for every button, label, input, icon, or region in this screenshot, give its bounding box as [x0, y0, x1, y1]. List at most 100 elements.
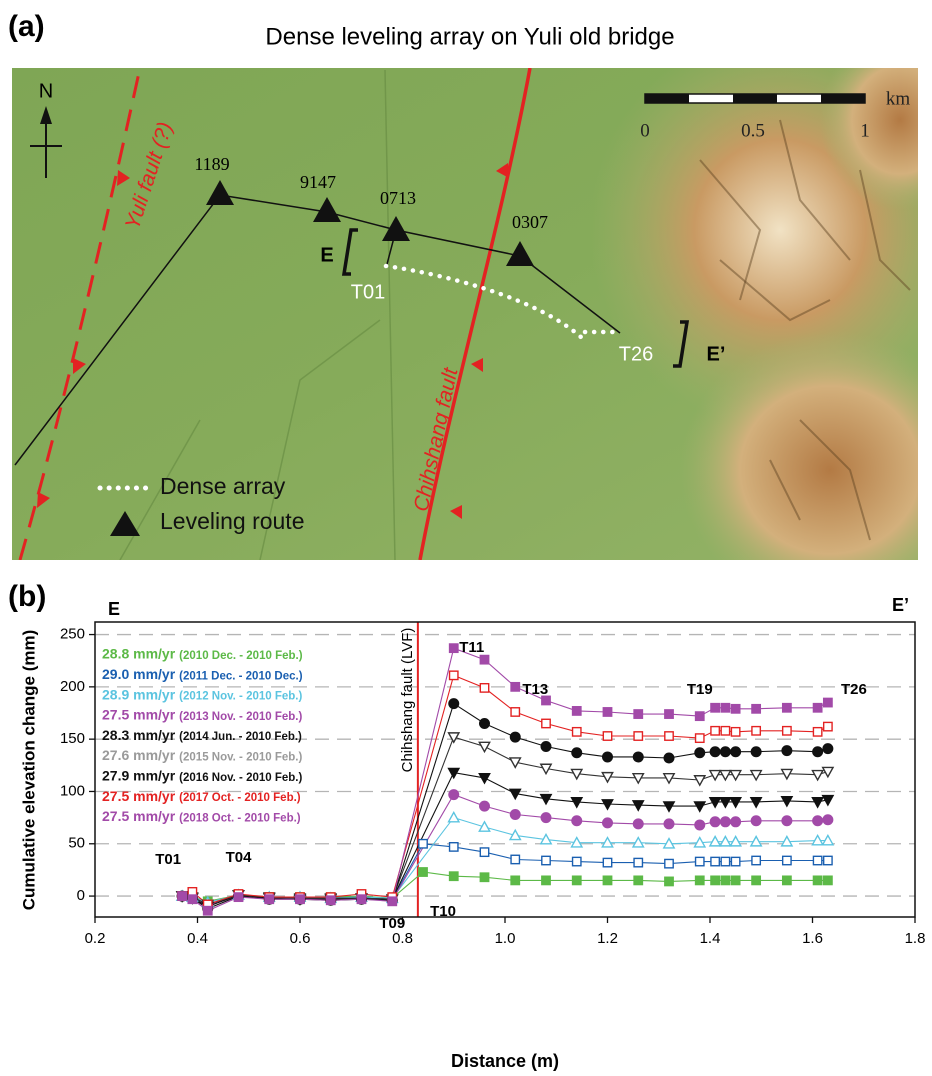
- station-label: 1189: [194, 154, 229, 174]
- data-point: [479, 822, 489, 831]
- legend-rate: 28.8 mm/yr: [102, 646, 176, 662]
- data-point: [511, 708, 519, 716]
- data-point: [572, 816, 582, 826]
- plot: 0501001502002500.20.40.60.81.01.21.41.61…: [60, 622, 925, 947]
- legend-rate: 27.6 mm/yr: [102, 747, 176, 763]
- data-point: [449, 790, 459, 800]
- data-point: [542, 719, 550, 727]
- station-label: 9147: [300, 172, 336, 192]
- data-point: [480, 848, 488, 856]
- data-point: [711, 857, 719, 865]
- data-point: [542, 876, 550, 884]
- x-tick-label: 1.0: [495, 930, 516, 947]
- north-label: N: [39, 80, 53, 102]
- station-label: T01: [155, 851, 181, 868]
- y-axis-label: Cumulative elevation change (mm): [19, 630, 38, 911]
- data-point: [634, 858, 642, 866]
- y-tick-label: 150: [60, 730, 85, 747]
- y-tick-label: 0: [77, 887, 85, 904]
- data-point: [450, 671, 458, 679]
- scale-label: 0.5: [741, 120, 765, 141]
- data-point: [541, 813, 551, 823]
- data-point: [813, 704, 821, 712]
- data-point: [752, 705, 760, 713]
- profile-label: E: [320, 244, 333, 266]
- data-point: [603, 818, 613, 828]
- data-point: [572, 748, 582, 758]
- data-point: [710, 747, 720, 757]
- legend-text: Leveling route: [160, 508, 305, 534]
- data-point: [824, 722, 832, 730]
- data-point: [695, 748, 705, 758]
- data-point: [751, 816, 761, 826]
- data-point: [511, 876, 519, 884]
- data-point: [450, 872, 458, 880]
- data-point: [752, 727, 760, 735]
- data-point: [721, 727, 729, 735]
- data-point: [752, 856, 760, 864]
- data-point: [388, 897, 396, 905]
- legend-period: (2013 Nov. - 2010 Feb.): [179, 711, 302, 723]
- y-tick-label: 200: [60, 678, 85, 695]
- data-point: [813, 747, 823, 757]
- station-label: 0713: [380, 188, 416, 208]
- figure: (a) Dense leveling array on Yuli old bri…: [0, 0, 932, 1076]
- data-point: [634, 710, 642, 718]
- data-point: [812, 771, 822, 780]
- data-point: [603, 858, 611, 866]
- data-point: [450, 644, 458, 652]
- data-point: [710, 817, 720, 827]
- legend-period: (2011 Dec. - 2010 Dec.): [179, 670, 303, 682]
- data-point: [633, 819, 643, 829]
- station-label: T26: [841, 681, 867, 698]
- data-point: [783, 856, 791, 864]
- data-point: [573, 707, 581, 715]
- data-point: [783, 727, 791, 735]
- data-point: [824, 876, 832, 884]
- data-point: [510, 810, 520, 820]
- data-point: [813, 876, 821, 884]
- data-point: [664, 819, 674, 829]
- data-point: [721, 747, 731, 757]
- array-label: T01: [351, 281, 385, 303]
- data-point: [265, 895, 273, 903]
- data-point: [813, 816, 823, 826]
- data-point: [204, 907, 212, 915]
- data-point: [695, 776, 705, 785]
- data-point: [449, 812, 459, 821]
- data-point: [357, 895, 365, 903]
- data-point: [480, 655, 488, 663]
- data-point: [731, 876, 739, 884]
- data-point: [731, 705, 739, 713]
- data-point: [696, 712, 704, 720]
- scale-block: [733, 94, 777, 103]
- x-tick-label: 1.8: [905, 930, 926, 947]
- data-point: [450, 843, 458, 851]
- legend-rate: 27.5 mm/yr: [102, 707, 176, 723]
- data-point: [449, 699, 459, 709]
- data-point: [813, 856, 821, 864]
- data-point: [752, 876, 760, 884]
- data-point: [696, 734, 704, 742]
- data-point: [573, 728, 581, 736]
- data-point: [783, 876, 791, 884]
- scale-block: [821, 94, 865, 103]
- legend-period: (2012 Nov. - 2010 Feb.): [179, 691, 302, 703]
- profile-label: E’: [892, 595, 909, 615]
- legend-rate: 28.3 mm/yr: [102, 727, 176, 743]
- data-point: [449, 733, 459, 742]
- legend-period: (2018 Oct. - 2010 Feb.): [179, 812, 301, 824]
- data-point: [296, 895, 304, 903]
- x-axis-label: Distance (m): [451, 1051, 559, 1071]
- data-point: [665, 732, 673, 740]
- profile-label: E’: [707, 343, 726, 365]
- x-tick-label: 0.4: [187, 930, 208, 947]
- data-point: [711, 704, 719, 712]
- y-tick-label: 50: [68, 835, 85, 852]
- legend-rate: 29.0 mm/yr: [102, 666, 176, 682]
- data-point: [511, 683, 519, 691]
- data-point: [783, 704, 791, 712]
- legend-period: (2017 Oct. - 2010 Feb.): [179, 792, 301, 804]
- data-point: [511, 855, 519, 863]
- data-point: [603, 732, 611, 740]
